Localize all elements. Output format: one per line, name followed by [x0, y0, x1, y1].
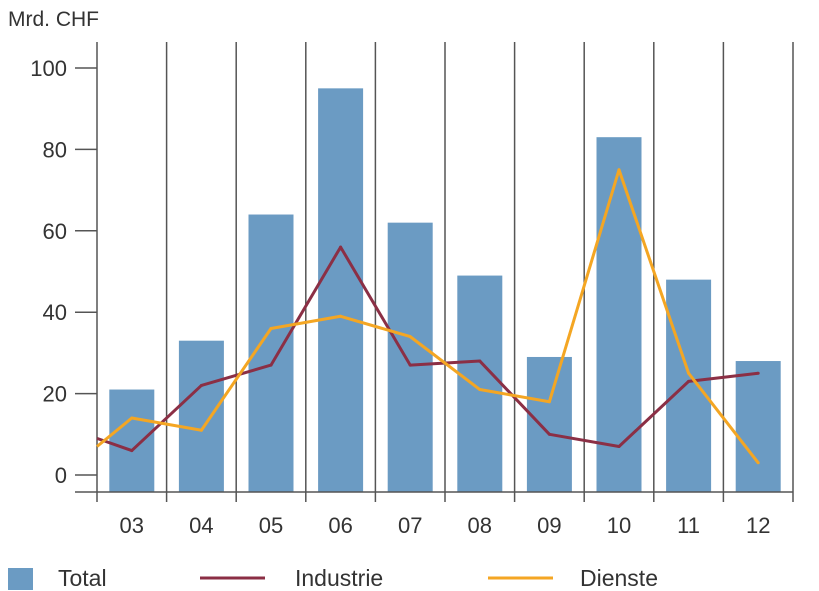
bar-total-12: [735, 361, 781, 492]
point-dienste-10: [617, 168, 621, 172]
y-axis-tick-labels: 0 20 40 60 80 100: [30, 56, 67, 488]
point-industrie-04: [199, 383, 203, 387]
x-tick-label-12: 12: [746, 513, 770, 538]
point-industrie-11: [687, 379, 691, 383]
y-tick-label: 60: [43, 219, 67, 244]
point-dienste-07: [408, 335, 412, 339]
point-industrie-05: [269, 363, 273, 367]
bar-total-11: [666, 279, 712, 492]
y-tick-label: 40: [43, 300, 67, 325]
x-tick-label-04: 04: [189, 513, 213, 538]
point-industrie-07: [408, 363, 412, 367]
point-dienste-05: [269, 326, 273, 330]
point-industrie-10: [617, 445, 621, 449]
y-tick-label: 0: [55, 463, 67, 488]
bar-series-total: [109, 88, 781, 492]
point-industrie-08: [478, 359, 482, 363]
y-tick-label: 80: [43, 137, 67, 162]
x-tick-label-07: 07: [398, 513, 422, 538]
point-industrie-06: [339, 245, 343, 249]
point-industrie-12: [756, 371, 760, 375]
x-tick-label-10: 10: [607, 513, 631, 538]
x-axis-tick-labels: 03 04 05 06 07 08 09 10 11 12: [120, 513, 771, 538]
point-dienste-09: [547, 400, 551, 404]
legend: Total Industrie Dienste: [8, 565, 658, 591]
point-dienste-06: [339, 314, 343, 318]
bar-total-09: [526, 356, 572, 492]
point-dienste-11: [687, 371, 691, 375]
y-axis-unit-label: Mrd. CHF: [8, 8, 99, 31]
point-industrie-03: [130, 449, 134, 453]
legend-swatch-total: [8, 568, 33, 590]
x-tick-label-05: 05: [259, 513, 283, 538]
x-tick-label-11: 11: [677, 513, 700, 538]
bar-total-05: [248, 214, 294, 492]
x-tick-label-08: 08: [468, 513, 492, 538]
bar-total-06: [318, 88, 364, 492]
axes: [75, 67, 793, 493]
legend-label-total: Total: [58, 565, 107, 591]
legend-label-dienste: Dienste: [580, 565, 658, 591]
y-tick-label: 100: [30, 56, 67, 81]
y-tick-label: 20: [43, 382, 67, 407]
point-dienste-04: [199, 428, 203, 432]
x-tick-label-09: 09: [537, 513, 561, 538]
point-industrie-09: [547, 432, 551, 436]
point-dienste-03: [130, 416, 134, 420]
bar-total-03: [109, 389, 155, 492]
bar-total-07: [387, 222, 433, 492]
x-tick-label-06: 06: [328, 513, 352, 538]
bar-total-04: [178, 340, 224, 492]
point-dienste-12: [756, 461, 760, 465]
x-tick-label-03: 03: [120, 513, 144, 538]
point-dienste-08: [478, 388, 482, 392]
bar-total-08: [457, 275, 503, 492]
line-series: [96, 168, 760, 465]
legend-label-industrie: Industrie: [295, 565, 383, 591]
bar-total-10: [596, 137, 642, 492]
